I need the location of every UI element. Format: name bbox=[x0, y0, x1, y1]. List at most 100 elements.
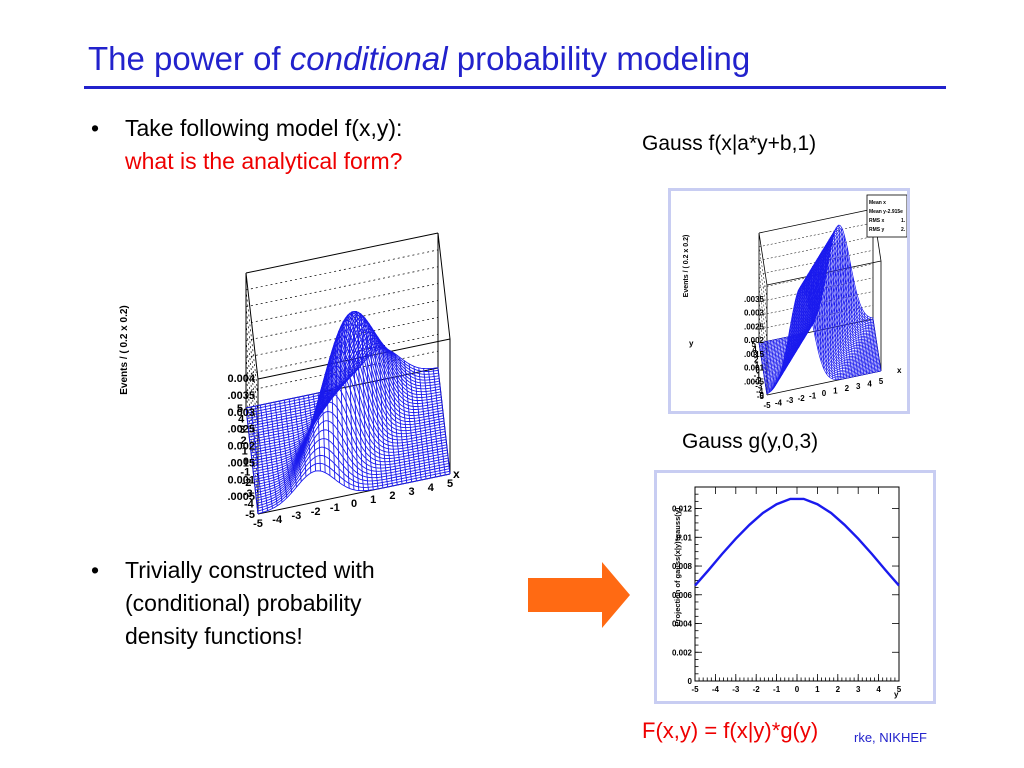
x-tick-label: -4 bbox=[712, 685, 720, 694]
y-tick-label: -1 bbox=[240, 467, 250, 479]
surface-line bbox=[408, 363, 422, 481]
y-tick-label: 5 bbox=[237, 403, 243, 415]
surface-line bbox=[821, 246, 831, 378]
x-tick-label: -5 bbox=[691, 685, 699, 694]
x-axis-label: x bbox=[453, 467, 460, 481]
x-tick-label: -1 bbox=[330, 502, 340, 514]
x-tick-labels: -5 -4 -3 -2 -1 0 1 2 3 4 5 bbox=[253, 478, 453, 530]
surface-line bbox=[351, 311, 365, 491]
surface-line bbox=[767, 341, 776, 386]
stat-label: RMS x bbox=[869, 218, 885, 224]
surface-line bbox=[824, 242, 833, 379]
surface-line bbox=[303, 395, 317, 472]
surface-line bbox=[322, 356, 336, 480]
stat-label: RMS y bbox=[869, 227, 885, 233]
y-tick-labels: 0 0.002 0.004 0.006 0.008 0.01 0.012 bbox=[672, 505, 693, 686]
y-tick-label: -1 bbox=[754, 371, 762, 380]
z-tick-label: .0005 bbox=[227, 491, 255, 503]
bullet-marker: • bbox=[91, 557, 100, 583]
x-tick-label: 3 bbox=[409, 486, 415, 498]
x-tick-label: 2 bbox=[845, 384, 850, 393]
z-tick-label: .0025 bbox=[227, 424, 255, 436]
x-tick-label: 3 bbox=[856, 382, 861, 391]
x-tick-label: -4 bbox=[775, 399, 783, 408]
z-axis-label: Events / ( 0.2 x 0.2) bbox=[119, 305, 130, 395]
z-tick-label: 0.002 bbox=[744, 336, 765, 345]
y-axis-label: Projection of gauss(x|y)*gauss(y) bbox=[673, 507, 682, 626]
surface-line bbox=[770, 340, 779, 383]
y-tick-label: -3 bbox=[755, 382, 763, 391]
y-tick-label: 0.01 bbox=[676, 533, 692, 542]
x-tick-label: -3 bbox=[786, 396, 794, 405]
surface-line bbox=[781, 328, 791, 367]
surface-line bbox=[250, 406, 264, 513]
joint-pdf-3d-plot: 0.004 .0035 0.003 .0025 0.002 .0015 0.001 .0005… bbox=[119, 232, 460, 530]
x-tick-label: -3 bbox=[732, 685, 740, 694]
x-tick-label: -1 bbox=[809, 391, 817, 400]
surface-line bbox=[801, 273, 811, 340]
z-tick-label: .0035 bbox=[744, 295, 765, 304]
x-tick-label: 5 bbox=[879, 377, 884, 386]
z-axis-label: Events / ( 0.2 x 0.2) bbox=[683, 235, 690, 298]
y-tick-label: 4 bbox=[752, 345, 757, 354]
surface-line bbox=[864, 312, 873, 373]
stat-value: 2. bbox=[901, 227, 906, 233]
surface-line bbox=[403, 360, 417, 482]
x-tick-label: -5 bbox=[253, 518, 263, 530]
surface-line bbox=[772, 340, 782, 379]
surface-line bbox=[815, 254, 825, 370]
title-underline bbox=[84, 86, 946, 89]
surface-line bbox=[389, 350, 403, 485]
y-tick-label: 0 bbox=[756, 366, 761, 375]
y-axis-label: y bbox=[689, 339, 694, 348]
bullet-marker: • bbox=[91, 115, 100, 141]
bullet-2-line-3: density functions! bbox=[125, 623, 303, 649]
plot-area bbox=[694, 486, 900, 682]
y-tick-label: 0.008 bbox=[672, 562, 693, 571]
surface-line bbox=[312, 389, 326, 473]
bullet-1-line-1: Take following model f(x,y): bbox=[125, 115, 403, 141]
surface-line bbox=[829, 235, 839, 380]
surface-line bbox=[827, 239, 836, 380]
surface-line bbox=[413, 366, 427, 480]
y-tick-label: 0.006 bbox=[672, 591, 693, 600]
x-tick-label: 5 bbox=[897, 685, 902, 694]
z-tick-label: 0 bbox=[760, 391, 765, 400]
x-tick-labels: -5 -4 -3 -2 -1 0 1 2 3 4 5 bbox=[763, 377, 883, 410]
bullet-2: • Trivially constructed with (conditiona… bbox=[91, 554, 375, 653]
surface-line bbox=[427, 368, 441, 477]
x-tick-label: -2 bbox=[753, 685, 761, 694]
y-tick-label: 1 bbox=[755, 361, 760, 370]
surface-line bbox=[761, 342, 771, 393]
surface-line bbox=[298, 396, 312, 474]
y-tick-label: -5 bbox=[245, 509, 255, 521]
surface-line bbox=[855, 289, 865, 375]
surface-line bbox=[307, 394, 321, 472]
surface-line bbox=[858, 300, 868, 375]
y-tick-label: 1 bbox=[242, 445, 248, 457]
surface-line bbox=[394, 353, 408, 484]
surface-line bbox=[274, 401, 288, 498]
y-tick-label: -3 bbox=[243, 488, 253, 500]
bullet-1-line-2: what is the analytical form? bbox=[125, 148, 403, 174]
title-prefix: The power of bbox=[88, 40, 290, 77]
stat-label: Mean y bbox=[869, 209, 886, 215]
y-tick-label: 4 bbox=[238, 414, 245, 426]
surface-line bbox=[849, 262, 859, 376]
y-tick-label: 0.002 bbox=[672, 648, 693, 657]
z-tick-label: .0025 bbox=[744, 322, 765, 331]
surface-line bbox=[259, 404, 273, 509]
title-suffix: probability modeling bbox=[447, 40, 751, 77]
surface-line bbox=[264, 403, 278, 506]
gauss-plot-frame: 0 0.002 0.004 0.006 0.008 0.01 0.012 -5 -4 -3 -2-… bbox=[654, 470, 936, 704]
z-tick-label: 0.004 bbox=[227, 373, 255, 385]
surface-line bbox=[861, 307, 870, 374]
y-tick-label: -2 bbox=[754, 376, 762, 385]
surface-line bbox=[798, 277, 808, 344]
surface-line bbox=[838, 224, 848, 379]
y-tick-label: -2 bbox=[242, 477, 252, 489]
